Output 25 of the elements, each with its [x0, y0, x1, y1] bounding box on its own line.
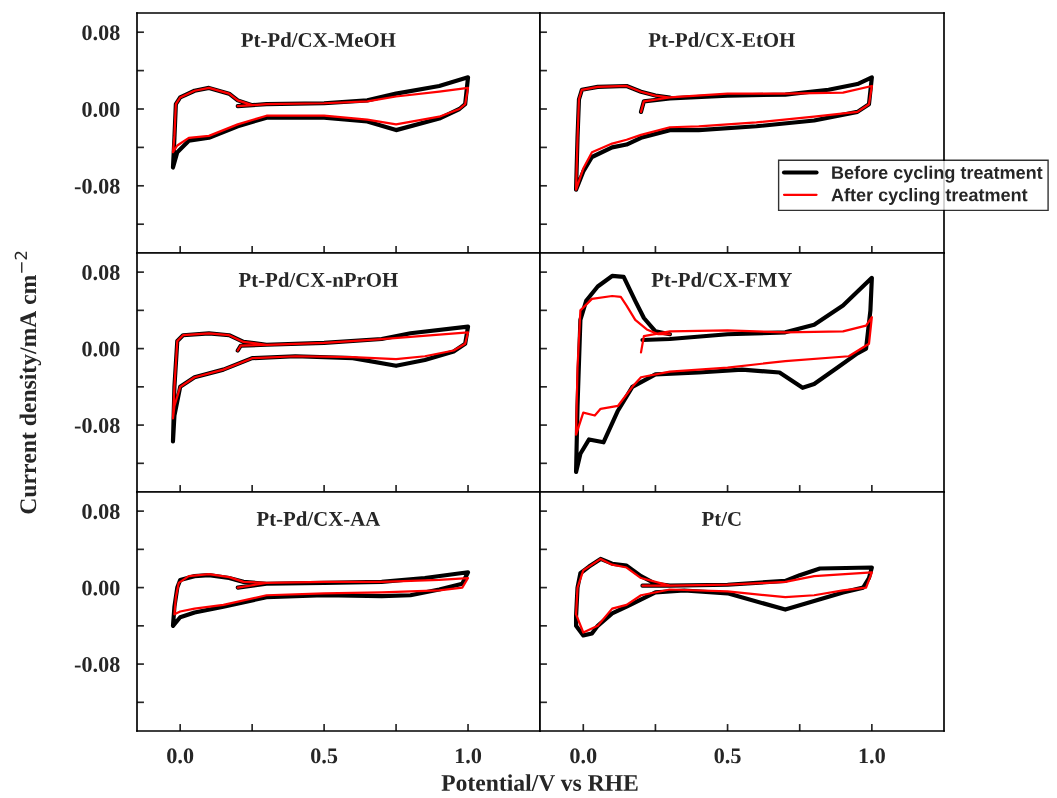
x-tick-label: 0.5 — [311, 748, 338, 764]
y-tick-label: 0.08 — [82, 265, 120, 281]
x-tick-label: 1.0 — [859, 748, 885, 764]
text: Pt-Pd/CX-AA — [256, 511, 381, 526]
text: Pt-Pd/CX-MeOH — [241, 32, 396, 48]
x-axis-title: Potential/V vs RHE — [441, 774, 638, 792]
x-tick-label: 0.0 — [570, 748, 597, 764]
y-tick-label: 0.08 — [82, 25, 120, 41]
text: Pt-Pd/CX-nPrOH — [238, 272, 398, 287]
y-axis-title: Current density/mA cm$^{−2}$ — [14, 251, 42, 514]
y-tick-label: -0.08 — [74, 178, 120, 194]
text: Pt/C — [701, 511, 741, 526]
x-tick-label: 1.0 — [455, 748, 482, 764]
y-tick-label: 0.00 — [82, 101, 120, 118]
y-tick-label: 0.08 — [82, 504, 120, 520]
y-tick-label: 0.00 — [82, 341, 120, 357]
x-tick-label: 0.0 — [167, 748, 194, 764]
legend-label: Before cycling treatment — [832, 165, 1043, 183]
legend-label: After cycling treatment — [831, 188, 1028, 205]
y-tick-label: -0.08 — [74, 418, 120, 434]
text: Pt-Pd/CX-EtOH — [648, 32, 795, 48]
y-tick-label: 0.00 — [82, 580, 120, 596]
text: Pt-Pd/CX-FMY — [651, 272, 792, 287]
y-tick-label: -0.08 — [74, 657, 120, 673]
x-tick-label: 0.5 — [714, 748, 741, 764]
